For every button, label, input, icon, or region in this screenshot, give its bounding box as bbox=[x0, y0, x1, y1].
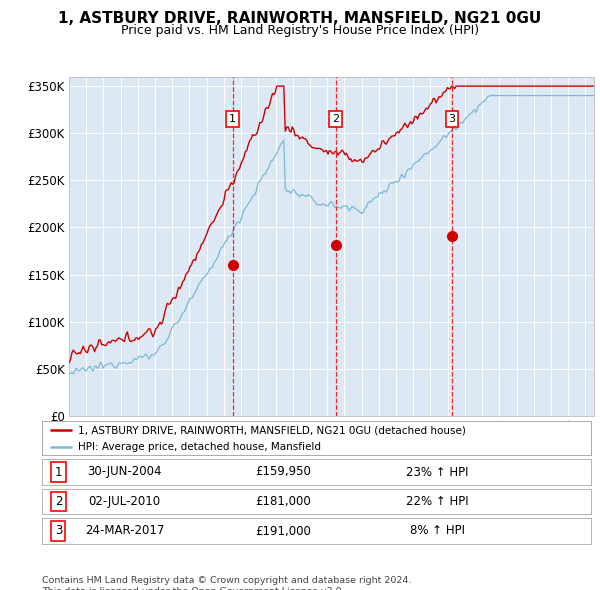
Text: £191,000: £191,000 bbox=[256, 525, 311, 537]
Text: Contains HM Land Registry data © Crown copyright and database right 2024.
This d: Contains HM Land Registry data © Crown c… bbox=[42, 576, 412, 590]
Text: 1: 1 bbox=[229, 114, 236, 124]
Text: 1: 1 bbox=[55, 466, 62, 478]
Text: 8% ↑ HPI: 8% ↑ HPI bbox=[410, 525, 465, 537]
Text: 2: 2 bbox=[332, 114, 340, 124]
Text: £159,950: £159,950 bbox=[256, 466, 311, 478]
Text: 23% ↑ HPI: 23% ↑ HPI bbox=[406, 466, 469, 478]
Text: 22% ↑ HPI: 22% ↑ HPI bbox=[406, 495, 469, 508]
Text: 2: 2 bbox=[55, 495, 62, 508]
Text: £181,000: £181,000 bbox=[256, 495, 311, 508]
Text: 3: 3 bbox=[55, 525, 62, 537]
Text: 3: 3 bbox=[448, 114, 455, 124]
Text: 1, ASTBURY DRIVE, RAINWORTH, MANSFIELD, NG21 0GU: 1, ASTBURY DRIVE, RAINWORTH, MANSFIELD, … bbox=[58, 11, 542, 25]
Text: 24-MAR-2017: 24-MAR-2017 bbox=[85, 525, 164, 537]
Text: 1, ASTBURY DRIVE, RAINWORTH, MANSFIELD, NG21 0GU (detached house): 1, ASTBURY DRIVE, RAINWORTH, MANSFIELD, … bbox=[77, 425, 466, 435]
Text: HPI: Average price, detached house, Mansfield: HPI: Average price, detached house, Mans… bbox=[77, 442, 320, 453]
Text: 02-JUL-2010: 02-JUL-2010 bbox=[88, 495, 160, 508]
Text: 30-JUN-2004: 30-JUN-2004 bbox=[87, 466, 161, 478]
Text: Price paid vs. HM Land Registry's House Price Index (HPI): Price paid vs. HM Land Registry's House … bbox=[121, 24, 479, 37]
